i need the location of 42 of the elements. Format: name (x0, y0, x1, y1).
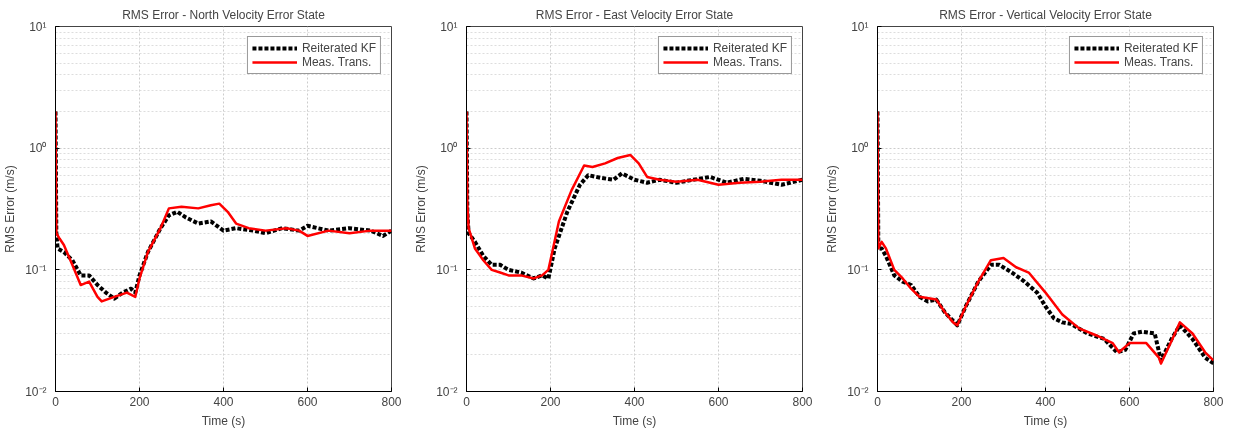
legend-label: Reiterated KF (301, 41, 376, 55)
x-tick-label: 800 (381, 394, 402, 409)
y-tick-label: 10⁻¹ (25, 262, 47, 277)
y-tick-label: 10⁻² (847, 384, 869, 399)
legend-label: Meas. Trans. (301, 55, 372, 69)
y-tick-label: 10⁻² (436, 384, 458, 399)
x-tick-label: 0 (874, 394, 882, 409)
legend-label: Meas. Trans. (1123, 55, 1194, 69)
x-tick-label: 400 (213, 394, 234, 409)
y-tick-label: 10¹ (29, 19, 47, 34)
x-tick-label: 600 (1119, 394, 1140, 409)
y-tick-label: 10⁻² (25, 384, 47, 399)
x-tick-label: 800 (1203, 394, 1224, 409)
y-tick-label: 10⁻¹ (436, 262, 458, 277)
y-tick-label: 10⁰ (851, 141, 869, 156)
x-tick-label: 200 (129, 394, 150, 409)
legend-label: Meas. Trans. (712, 55, 783, 69)
y-tick-label: 10¹ (440, 19, 458, 34)
y-axis-title: RMS Error (m/s) (414, 165, 429, 253)
x-tick-label: 600 (708, 394, 729, 409)
y-axis-title: RMS Error (m/s) (3, 165, 18, 253)
x-tick-label: 200 (951, 394, 972, 409)
x-tick-label: 400 (1035, 394, 1056, 409)
x-tick-label: 0 (463, 394, 471, 409)
y-tick-label: 10⁰ (440, 141, 458, 156)
x-axis-title: Time (s) (612, 413, 657, 428)
x-tick-label: 800 (792, 394, 813, 409)
y-axis-title: RMS Error (m/s) (825, 165, 840, 253)
x-axis-title: Time (s) (201, 413, 246, 428)
legend-label: Reiterated KF (712, 41, 787, 55)
legend-label: Reiterated KF (1123, 41, 1198, 55)
chart-title: RMS Error - East Velocity Error State (535, 7, 734, 22)
chart-title: RMS Error - North Velocity Error State (122, 7, 326, 22)
x-tick-label: 200 (540, 394, 561, 409)
x-tick-label: 600 (297, 394, 318, 409)
chart-title: RMS Error - Vertical Velocity Error State (939, 7, 1153, 22)
y-tick-label: 10⁻¹ (847, 262, 869, 277)
y-tick-label: 10¹ (851, 19, 869, 34)
x-tick-label: 400 (624, 394, 645, 409)
y-tick-label: 10⁰ (29, 141, 47, 156)
x-axis-title: Time (s) (1023, 413, 1068, 428)
x-tick-label: 0 (52, 394, 60, 409)
